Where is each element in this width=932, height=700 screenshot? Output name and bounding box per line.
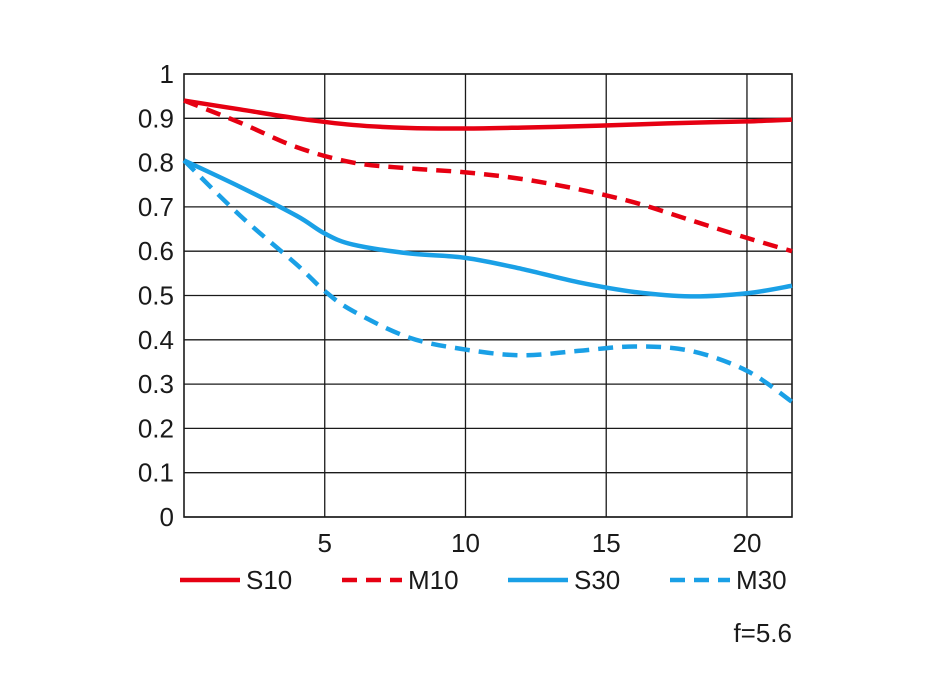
y-tick-label: 0.3 xyxy=(138,369,174,399)
series-line-m30 xyxy=(182,158,794,404)
x-tick-label: 15 xyxy=(592,528,621,558)
y-tick-label: 0.2 xyxy=(138,413,174,443)
legend-item-s10: S10 xyxy=(180,565,292,595)
plot-border xyxy=(183,73,793,518)
x-tick-label: 10 xyxy=(451,528,480,558)
y-tick-label: 0.7 xyxy=(138,192,174,222)
legend-label: S10 xyxy=(246,565,292,595)
y-tick-label: 0.5 xyxy=(138,281,174,311)
y-axis-ticks: 0 0.1 0.2 0.3 0.4 0.5 0.6 0.7 0.8 0.9 1 xyxy=(138,59,174,532)
legend-item-s30: S30 xyxy=(508,565,620,595)
series-line-m10 xyxy=(183,98,793,254)
y-tick-label: 0.6 xyxy=(138,236,174,266)
series-lines xyxy=(182,98,794,404)
y-tick-label: 0.1 xyxy=(138,458,174,488)
legend: S10 M10 S30 M30 xyxy=(180,565,787,595)
plot-frame xyxy=(183,73,793,518)
series-line-s30 xyxy=(183,158,793,299)
y-tick-label: 1 xyxy=(160,59,174,89)
legend-item-m10: M10 xyxy=(342,565,459,595)
y-tick-label: 0 xyxy=(160,502,174,532)
x-axis-ticks: 5 10 15 20 xyxy=(318,528,762,558)
legend-label: M10 xyxy=(408,565,459,595)
legend-label: M30 xyxy=(736,565,787,595)
y-tick-label: 0.9 xyxy=(138,103,174,133)
legend-label: S30 xyxy=(574,565,620,595)
legend-item-m30: M30 xyxy=(670,565,787,595)
y-tick-label: 0.8 xyxy=(138,148,174,178)
x-tick-label: 5 xyxy=(318,528,332,558)
series-line-s10 xyxy=(183,98,793,131)
x-tick-label: 20 xyxy=(733,528,762,558)
aperture-annotation: f=5.6 xyxy=(733,618,792,648)
y-tick-label: 0.4 xyxy=(138,325,174,355)
